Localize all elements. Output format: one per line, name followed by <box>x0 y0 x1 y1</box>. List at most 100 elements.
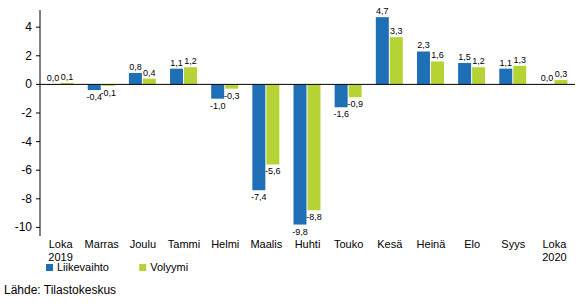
bar <box>554 80 567 84</box>
legend-label: Liikevaihto <box>57 261 109 273</box>
bar <box>349 84 362 97</box>
data-label: 1,1 <box>170 58 183 68</box>
x-tick-label: Tammi <box>168 238 200 250</box>
bar <box>294 84 307 224</box>
x-tick-label-line: Tammi <box>168 238 200 250</box>
y-tick-label: -4 <box>21 135 32 149</box>
y-tick <box>36 84 40 85</box>
x-tick-label: Kesä <box>377 238 403 250</box>
legend-item: Volyymi <box>139 261 188 273</box>
bar <box>335 84 348 107</box>
y-tick-label: 4 <box>25 20 32 34</box>
bar <box>184 67 197 84</box>
x-tick-label-line: Loka <box>49 238 74 250</box>
data-label: 2,3 <box>417 40 430 50</box>
y-tick-label: -10 <box>15 220 33 234</box>
y-axis-line <box>40 10 41 236</box>
bar <box>266 84 279 164</box>
y-tick <box>36 170 40 171</box>
data-label: 1,6 <box>431 50 444 60</box>
bar <box>431 61 444 84</box>
bar <box>458 63 471 84</box>
data-label: 0,0 <box>541 73 554 83</box>
y-tick <box>36 112 40 113</box>
bar <box>308 84 321 210</box>
bars <box>47 17 568 224</box>
bar <box>252 84 265 190</box>
legend-item: Liikevaihto <box>46 261 109 273</box>
data-label: 1,3 <box>514 55 527 65</box>
x-tick-label: Touko <box>334 238 363 250</box>
y-tick-label: -6 <box>21 163 32 177</box>
y-tick <box>36 198 40 199</box>
x-tick-label: Maalis <box>250 238 282 250</box>
data-label: 3,3 <box>390 26 403 36</box>
bar <box>129 73 142 84</box>
data-label: 1,5 <box>458 52 471 62</box>
y-tick-label: -2 <box>21 106 32 120</box>
data-label: -0,3 <box>224 91 240 101</box>
x-tick-label-line: Kesä <box>377 238 403 250</box>
y-tick <box>36 227 40 228</box>
x-tick-label: Loka2019 <box>48 238 73 263</box>
bar <box>499 69 512 85</box>
y-tick <box>36 141 40 142</box>
x-tick-label: Loka2020 <box>542 238 567 263</box>
data-label: -1,6 <box>333 109 349 119</box>
data-label: -0,1 <box>100 88 116 98</box>
x-tick-label: Heinä <box>417 238 447 250</box>
x-tick-label: Marras <box>85 238 120 250</box>
x-tick-label-line: Touko <box>334 238 363 250</box>
data-label: -5,6 <box>265 166 281 176</box>
y-tick-label: -8 <box>21 192 32 206</box>
y-tick-label: 2 <box>25 49 32 63</box>
data-label: 1,1 <box>500 58 513 68</box>
x-tick-label-line: Elo <box>464 238 480 250</box>
x-tick-label: Syys <box>501 238 525 250</box>
bar <box>88 84 101 90</box>
data-label: 0,0 <box>47 73 60 83</box>
x-tick-label-line: Helmi <box>211 238 239 250</box>
data-label: -1,0 <box>210 101 226 111</box>
bar <box>170 69 183 85</box>
legend-label: Volyymi <box>150 261 188 273</box>
bar <box>225 84 238 88</box>
legend-swatch <box>139 264 146 271</box>
data-label: 0,4 <box>143 68 156 78</box>
bar <box>376 17 389 84</box>
data-label: -0,9 <box>347 99 363 109</box>
data-label: 1,2 <box>472 56 485 66</box>
data-label: -8,8 <box>306 212 322 222</box>
bar <box>143 79 156 85</box>
data-label: 0,1 <box>61 72 74 82</box>
x-tick-label-line: Heinä <box>417 238 447 250</box>
data-label: 1,2 <box>184 56 197 66</box>
data-label: 4,7 <box>376 6 389 16</box>
x-tick-label: Helmi <box>211 238 239 250</box>
bar <box>472 67 485 84</box>
y-tick <box>36 27 40 28</box>
bar <box>390 37 403 84</box>
y-tick-label: 0 <box>25 77 32 91</box>
data-label: 0,3 <box>555 69 568 79</box>
x-tick-label-line: 2020 <box>542 251 566 263</box>
legend-swatch <box>46 264 53 271</box>
x-tick-label: Elo <box>464 238 480 250</box>
x-tick-label: Huhti <box>295 238 321 250</box>
y-tick <box>36 55 40 56</box>
x-tick-label: Joulu <box>130 238 156 250</box>
source: Lähde: Tilastokeskus <box>4 283 116 297</box>
x-tick-label-line: Joulu <box>130 238 156 250</box>
chart-container: -10-8-6-4-20240,0-0,40,81,1-1,0-7,4-9,8-… <box>0 0 582 304</box>
x-tick-label-line: Maalis <box>250 238 282 250</box>
x-tick-label-line: Marras <box>85 238 120 250</box>
bar <box>513 66 526 85</box>
data-label: -7,4 <box>251 192 267 202</box>
data-label: -9,8 <box>292 227 308 237</box>
data-label: 0,8 <box>129 62 142 72</box>
data-labels: 0,0-0,40,81,1-1,0-7,4-9,8-1,64,72,31,51,… <box>47 6 567 236</box>
x-tick-label-line: Huhti <box>295 238 321 250</box>
x-axis-line <box>40 84 575 85</box>
chart-svg: -10-8-6-4-20240,0-0,40,81,1-1,0-7,4-9,8-… <box>0 0 582 304</box>
x-tick-label-line: Syys <box>501 238 525 250</box>
